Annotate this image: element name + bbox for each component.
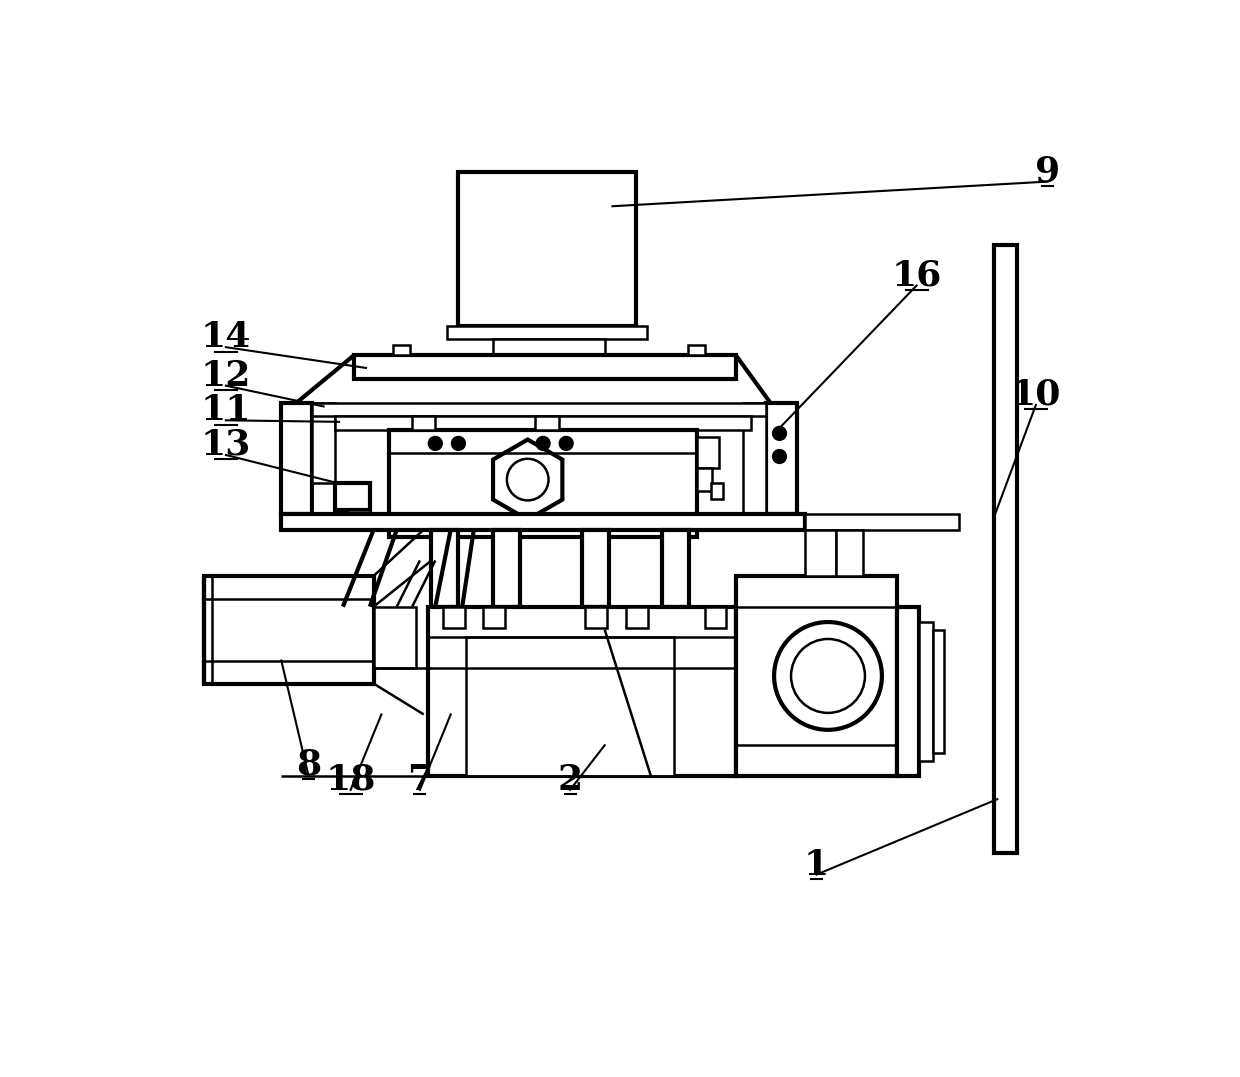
- Circle shape: [559, 436, 573, 450]
- Bar: [919, 623, 932, 760]
- Bar: [704, 606, 727, 628]
- Bar: [312, 403, 766, 417]
- Bar: [697, 437, 719, 468]
- Circle shape: [773, 426, 786, 440]
- Bar: [355, 354, 735, 379]
- Bar: [412, 417, 435, 430]
- Text: 16: 16: [892, 258, 941, 293]
- Text: 8: 8: [295, 747, 321, 782]
- Bar: [205, 576, 373, 684]
- Bar: [836, 530, 863, 576]
- Bar: [766, 403, 797, 514]
- Text: 11: 11: [201, 393, 252, 428]
- Bar: [993, 244, 1017, 853]
- Text: 9: 9: [1035, 155, 1060, 188]
- Circle shape: [773, 449, 786, 463]
- Bar: [466, 638, 675, 777]
- Bar: [494, 339, 605, 354]
- Bar: [389, 430, 697, 537]
- Bar: [494, 530, 520, 606]
- Bar: [446, 325, 647, 339]
- Circle shape: [428, 436, 443, 450]
- Text: 2: 2: [558, 763, 583, 797]
- Circle shape: [536, 436, 551, 450]
- Bar: [932, 630, 945, 753]
- Bar: [805, 514, 959, 530]
- Bar: [688, 345, 704, 354]
- Text: 1: 1: [804, 848, 830, 882]
- Bar: [335, 417, 751, 431]
- Bar: [735, 576, 898, 777]
- Bar: [536, 417, 558, 430]
- Bar: [393, 345, 410, 354]
- Bar: [428, 606, 735, 777]
- Bar: [443, 606, 465, 628]
- Bar: [743, 403, 766, 514]
- Bar: [432, 530, 459, 606]
- Text: 7: 7: [407, 763, 433, 797]
- Bar: [281, 514, 805, 530]
- Text: 18: 18: [325, 763, 376, 797]
- Bar: [347, 510, 370, 526]
- Bar: [582, 530, 609, 606]
- Bar: [312, 403, 335, 514]
- Bar: [585, 606, 608, 628]
- Circle shape: [451, 436, 465, 450]
- Bar: [459, 171, 635, 325]
- Bar: [898, 606, 919, 777]
- Bar: [281, 403, 312, 514]
- Text: 13: 13: [201, 428, 250, 462]
- Text: 12: 12: [201, 359, 250, 393]
- Bar: [711, 484, 723, 499]
- Text: 10: 10: [1011, 378, 1061, 411]
- Bar: [662, 530, 689, 606]
- Text: 14: 14: [201, 320, 250, 354]
- Bar: [484, 606, 505, 628]
- Bar: [805, 530, 836, 576]
- Bar: [373, 606, 417, 668]
- Bar: [626, 606, 647, 628]
- Bar: [335, 484, 370, 510]
- Bar: [697, 468, 713, 491]
